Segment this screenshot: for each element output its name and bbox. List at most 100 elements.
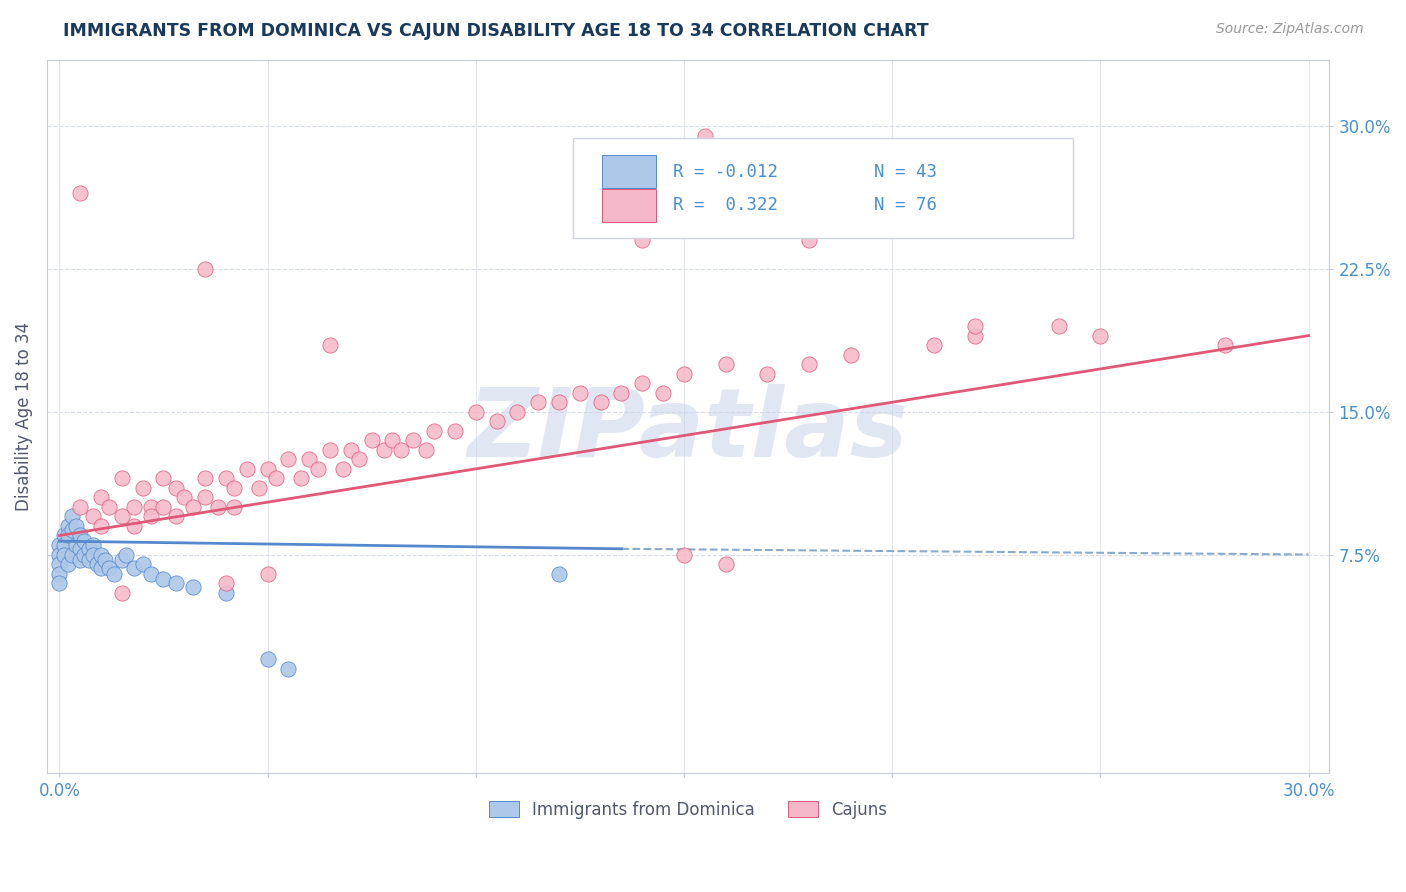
Point	[111, 509, 134, 524]
Point	[111, 585, 134, 599]
Point	[139, 566, 162, 581]
Point	[152, 500, 174, 514]
Point	[506, 405, 529, 419]
Point	[152, 572, 174, 586]
Point	[922, 338, 945, 352]
Point	[247, 481, 270, 495]
Point	[82, 538, 104, 552]
Point	[215, 576, 238, 591]
Point	[277, 452, 299, 467]
Point	[152, 471, 174, 485]
Point	[610, 385, 633, 400]
Point	[756, 367, 779, 381]
Point	[98, 561, 121, 575]
Point	[347, 452, 370, 467]
Point	[124, 561, 146, 575]
Point	[181, 580, 204, 594]
Point	[90, 491, 112, 505]
Point	[52, 548, 75, 562]
Point	[589, 395, 612, 409]
Point	[103, 566, 125, 581]
Point	[48, 557, 70, 571]
Point	[215, 585, 238, 599]
Text: N = 43: N = 43	[875, 162, 936, 181]
Point	[485, 414, 508, 428]
Text: Source: ZipAtlas.com: Source: ZipAtlas.com	[1216, 22, 1364, 37]
Y-axis label: Disability Age 18 to 34: Disability Age 18 to 34	[15, 322, 32, 511]
Point	[207, 500, 229, 514]
Point	[277, 662, 299, 676]
Point	[307, 462, 329, 476]
Point	[90, 548, 112, 562]
Legend: Immigrants from Dominica, Cajuns: Immigrants from Dominica, Cajuns	[482, 795, 894, 826]
Point	[124, 519, 146, 533]
Point	[82, 509, 104, 524]
Point	[139, 500, 162, 514]
Point	[631, 234, 654, 248]
Point	[165, 509, 187, 524]
Point	[672, 548, 695, 562]
Point	[173, 491, 195, 505]
Point	[1090, 328, 1112, 343]
Point	[48, 576, 70, 591]
Point	[194, 471, 217, 485]
Point	[82, 548, 104, 562]
Point	[224, 481, 246, 495]
Point	[98, 500, 121, 514]
Point	[693, 128, 716, 143]
FancyBboxPatch shape	[602, 155, 657, 188]
Point	[631, 376, 654, 391]
Text: IMMIGRANTS FROM DOMINICA VS CAJUN DISABILITY AGE 18 TO 34 CORRELATION CHART: IMMIGRANTS FROM DOMINICA VS CAJUN DISABI…	[63, 22, 929, 40]
Point	[340, 442, 363, 457]
Point	[224, 500, 246, 514]
Point	[332, 462, 354, 476]
Text: R = -0.012: R = -0.012	[672, 162, 778, 181]
Point	[215, 471, 238, 485]
Point	[527, 395, 550, 409]
Point	[839, 348, 862, 362]
Point	[60, 509, 83, 524]
Point	[402, 434, 425, 448]
FancyBboxPatch shape	[602, 189, 657, 221]
Point	[256, 652, 278, 666]
Point	[65, 538, 87, 552]
Point	[714, 557, 737, 571]
Point	[77, 541, 100, 556]
Point	[131, 481, 153, 495]
Point	[548, 566, 571, 581]
Point	[73, 548, 96, 562]
Text: R =  0.322: R = 0.322	[672, 196, 778, 214]
Point	[131, 557, 153, 571]
Point	[548, 395, 571, 409]
Point	[69, 186, 91, 200]
Point	[90, 561, 112, 575]
Point	[415, 442, 437, 457]
Point	[381, 434, 404, 448]
Point	[298, 452, 321, 467]
Point	[56, 528, 79, 542]
Point	[69, 541, 91, 556]
Point	[714, 357, 737, 371]
Point	[444, 424, 467, 438]
Point	[290, 471, 312, 485]
Point	[235, 462, 257, 476]
Point	[1213, 338, 1236, 352]
Point	[256, 462, 278, 476]
Point	[124, 500, 146, 514]
Point	[319, 442, 342, 457]
Point	[464, 405, 486, 419]
Point	[65, 519, 87, 533]
Point	[165, 481, 187, 495]
Point	[86, 557, 108, 571]
Point	[56, 557, 79, 571]
Point	[60, 548, 83, 562]
Point	[181, 500, 204, 514]
Point	[69, 528, 91, 542]
Point	[264, 471, 287, 485]
Point	[94, 553, 117, 567]
Point	[52, 528, 75, 542]
Point	[56, 519, 79, 533]
Point	[69, 553, 91, 567]
Point	[69, 500, 91, 514]
FancyBboxPatch shape	[572, 138, 1073, 238]
